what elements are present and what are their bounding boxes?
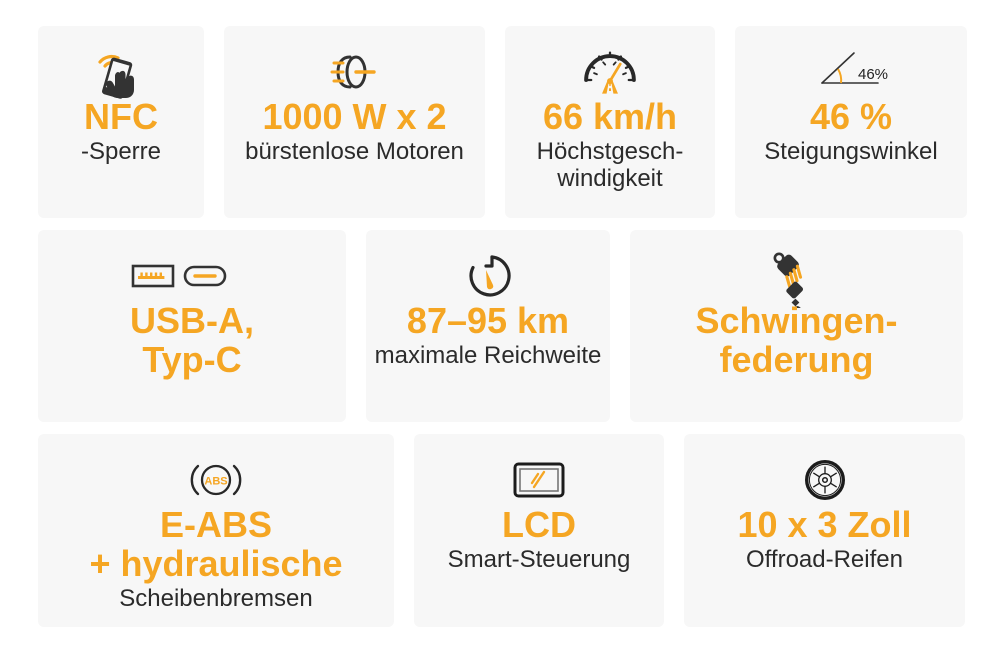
svg-text:46%: 46% xyxy=(858,66,888,83)
svg-text:ABS: ABS xyxy=(204,476,227,488)
